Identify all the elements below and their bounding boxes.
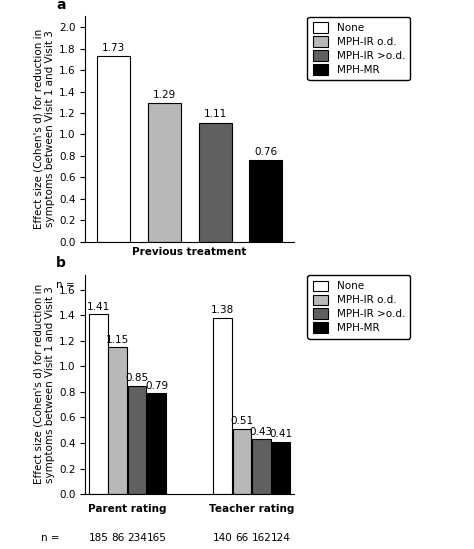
Bar [272,442,290,494]
Text: n =: n = [41,533,59,543]
Text: 0.76: 0.76 [255,147,277,157]
Text: 1.15: 1.15 [106,335,129,345]
Bar [147,103,181,242]
Bar [199,122,232,242]
Text: n =: n = [56,281,74,290]
Text: 213: 213 [205,281,225,290]
Text: 1.41: 1.41 [87,301,110,311]
Legend: None, MPH-IR o.d., MPH-IR >o.d., MPH-MR: None, MPH-IR o.d., MPH-IR >o.d., MPH-MR [308,275,410,339]
Y-axis label: Effect size (Cohen's d) for reduction in
symptoms between Visit 1 and Visit 3: Effect size (Cohen's d) for reduction in… [33,29,55,229]
Text: 0.79: 0.79 [145,380,168,391]
Bar [249,160,283,242]
Bar [128,385,146,494]
Text: 1.38: 1.38 [211,305,234,315]
Text: 234: 234 [128,533,147,543]
Bar [233,429,251,494]
Bar [89,314,108,494]
Text: 86: 86 [111,533,124,543]
Text: 124: 124 [271,533,291,543]
Text: 185: 185 [88,533,108,543]
Text: 0.41: 0.41 [269,429,292,439]
Bar [97,56,130,242]
Legend: None, MPH-IR o.d., MPH-IR >o.d., MPH-MR: None, MPH-IR o.d., MPH-IR >o.d., MPH-MR [308,17,410,80]
Text: 140: 140 [213,533,232,543]
Text: 165: 165 [147,533,167,543]
Text: 66: 66 [236,533,248,543]
Text: 1.29: 1.29 [153,90,176,100]
X-axis label: Previous treatment: Previous treatment [132,247,247,257]
Text: a: a [56,0,65,12]
Y-axis label: Effect size (Cohen's d) for reduction in
symptoms between Visit 1 and Visit 3: Effect size (Cohen's d) for reduction in… [33,284,55,484]
Text: 0.43: 0.43 [250,427,273,436]
Bar [252,439,271,494]
Bar [147,393,166,494]
Text: 1.11: 1.11 [203,109,227,119]
Text: 0.51: 0.51 [230,417,254,427]
Text: 1.73: 1.73 [101,43,125,53]
Text: 162: 162 [252,533,272,543]
Bar [109,348,127,494]
Text: 0.85: 0.85 [126,373,149,383]
Text: 164: 164 [256,281,276,290]
Text: 154: 154 [103,281,123,290]
Text: b: b [56,256,66,270]
Text: 77: 77 [157,281,171,290]
Bar [213,318,232,494]
